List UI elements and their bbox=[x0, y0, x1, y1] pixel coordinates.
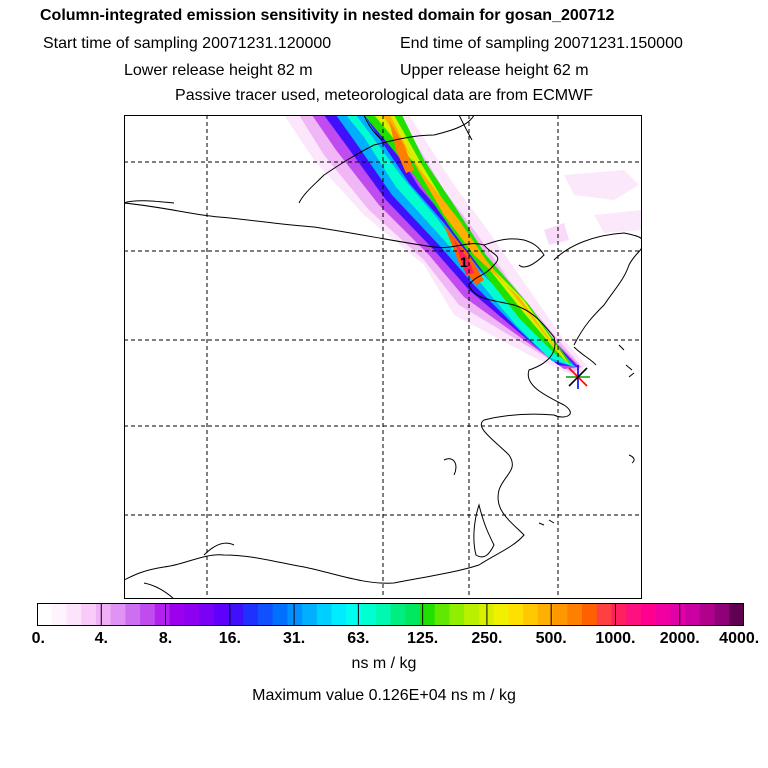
colorbar-cell bbox=[434, 603, 450, 625]
colorbar-cell bbox=[375, 603, 391, 625]
colorbar-cell bbox=[346, 603, 362, 625]
colorbar-cell bbox=[493, 603, 509, 625]
colorbar bbox=[37, 603, 744, 626]
colorbar-cell bbox=[419, 603, 436, 625]
colorbar-cell bbox=[714, 603, 730, 625]
colorbar-cell bbox=[228, 603, 244, 625]
colorbar-cell bbox=[596, 603, 612, 625]
plot-title: Column-integrated emission sensitivity i… bbox=[40, 7, 615, 24]
trajectory-marker-label: 1 bbox=[460, 254, 468, 270]
colorbar-cell bbox=[552, 603, 568, 625]
colorbar-cell bbox=[272, 603, 288, 625]
tracer-note: Passive tracer used, meteorological data… bbox=[175, 87, 593, 104]
colorbar-cell bbox=[331, 603, 347, 625]
colorbar-cell bbox=[581, 603, 598, 625]
colorbar-cell bbox=[51, 603, 67, 625]
colorbar-cell bbox=[316, 603, 333, 625]
colorbar-cell bbox=[213, 603, 229, 625]
map-panel: 1 bbox=[124, 115, 642, 599]
colorbar-tick-label: 4000. bbox=[719, 630, 760, 647]
maximum-value-label: Maximum value 0.126E+04 ns m / kg bbox=[252, 687, 516, 704]
colorbar-cell bbox=[95, 603, 112, 625]
map-border bbox=[124, 115, 642, 599]
colorbar-cell bbox=[257, 603, 274, 625]
colorbar-cell bbox=[287, 603, 303, 625]
colorbar-tick-label: 31. bbox=[282, 630, 306, 647]
colorbar-tick-label: 1000. bbox=[595, 630, 636, 647]
colorbar-tick-label: 500. bbox=[535, 630, 567, 647]
start-time-label: Start time of sampling 20071231.120000 bbox=[43, 35, 332, 52]
colorbar-cell bbox=[154, 603, 171, 625]
colorbar-cell bbox=[729, 603, 744, 625]
colorbar-tick-label: 250. bbox=[471, 630, 503, 647]
colorbar-cell bbox=[243, 603, 259, 625]
colorbar-cell bbox=[66, 603, 82, 625]
colorbar-tick-label: 2000. bbox=[659, 630, 700, 647]
colorbar-cell bbox=[110, 603, 126, 625]
colorbar-cell bbox=[567, 603, 583, 625]
colorbar-cell bbox=[199, 603, 215, 625]
colorbar-cell bbox=[464, 603, 480, 625]
colorbar-cell bbox=[390, 603, 406, 625]
colorbar-tick-label: 0. bbox=[31, 630, 46, 647]
colorbar-cell bbox=[302, 603, 318, 625]
units-label: ns m / kg bbox=[351, 655, 417, 672]
colorbar-cell bbox=[184, 603, 200, 625]
colorbar-cell bbox=[169, 603, 185, 625]
colorbar-cell bbox=[37, 603, 53, 625]
colorbar-cell bbox=[626, 603, 642, 625]
upper-release-height-label: Upper release height 62 m bbox=[400, 62, 589, 79]
colorbar-cell bbox=[81, 603, 97, 625]
lower-release-height-label: Lower release height 82 m bbox=[124, 62, 313, 79]
colorbar-cell bbox=[361, 603, 377, 625]
end-time-label: End time of sampling 20071231.150000 bbox=[400, 35, 683, 52]
lat-lon-grid bbox=[124, 115, 642, 599]
colorbar-cell bbox=[405, 603, 421, 625]
colorbar-cell bbox=[449, 603, 465, 625]
colorbar-tick-label: 16. bbox=[218, 630, 241, 647]
colorbar-tick-label: 63. bbox=[347, 630, 370, 647]
colorbar-cell bbox=[508, 603, 524, 625]
colorbar-cell bbox=[523, 603, 539, 625]
colorbar-tick-label: 8. bbox=[158, 630, 173, 647]
colorbar-cell bbox=[640, 603, 657, 625]
colorbar-cell bbox=[611, 603, 627, 625]
colorbar-tick-label: 125. bbox=[407, 630, 439, 647]
colorbar-cell bbox=[670, 603, 686, 625]
sensitivity-plume bbox=[284, 115, 642, 377]
colorbar-cell bbox=[655, 603, 671, 625]
colorbar-cell bbox=[140, 603, 156, 625]
colorbar-cell bbox=[125, 603, 141, 625]
colorbar-cell bbox=[537, 603, 554, 625]
colorbar-cell bbox=[685, 603, 701, 625]
release-star-marker-icon bbox=[566, 365, 590, 389]
colorbar-cell bbox=[699, 603, 716, 625]
colorbar-tick-label: 4. bbox=[94, 630, 108, 647]
